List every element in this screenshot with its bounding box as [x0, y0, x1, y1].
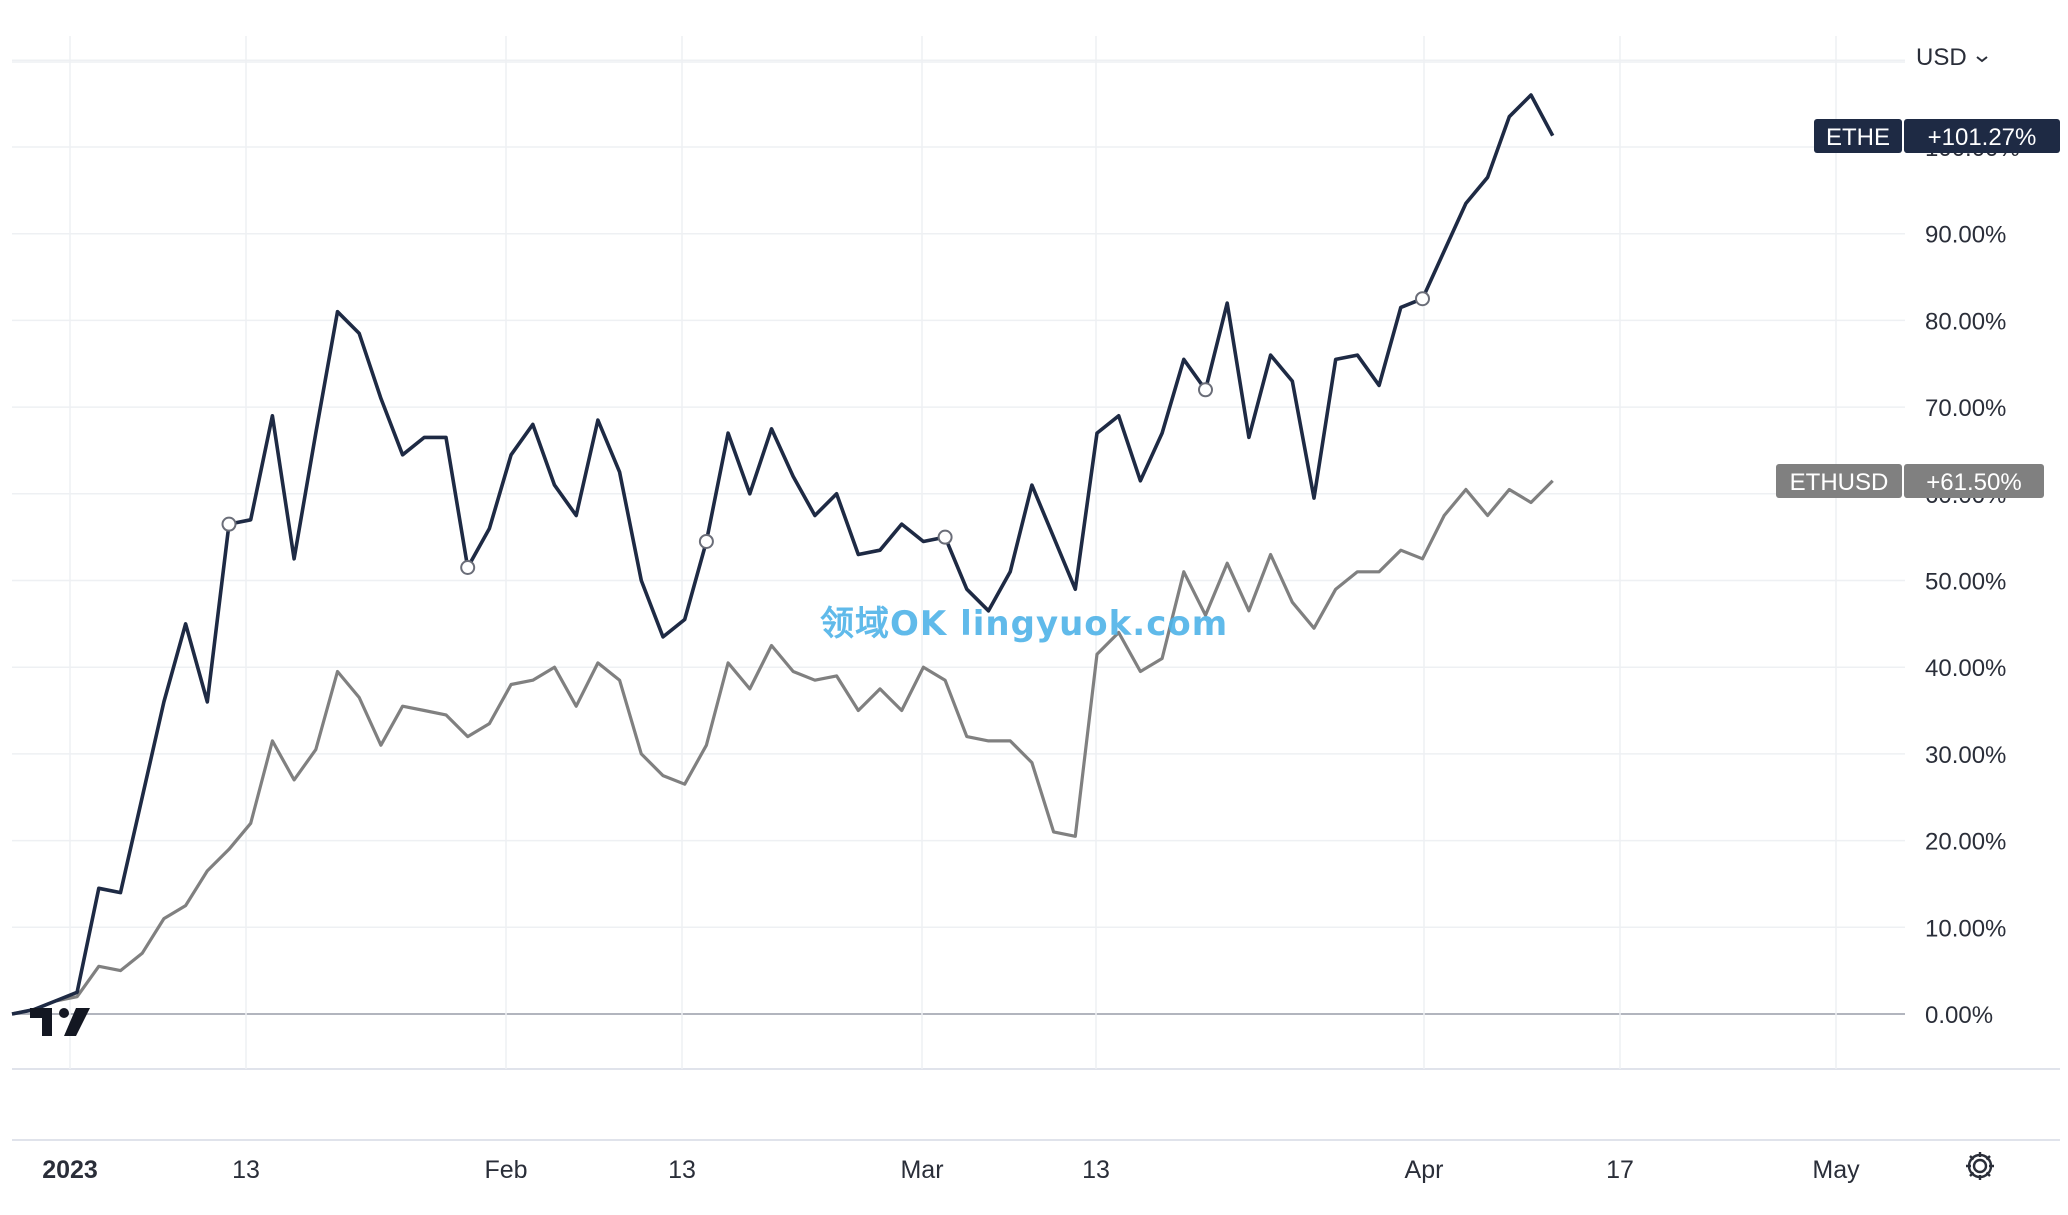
y-tick-label: 0.00%: [1925, 1002, 1993, 1029]
event-marker[interactable]: [698, 533, 714, 549]
badge-name: ETHUSD: [1790, 469, 1889, 496]
x-tick-label: 13: [668, 1156, 696, 1184]
event-marker[interactable]: [1198, 382, 1213, 398]
x-tick-label: Mar: [900, 1156, 943, 1184]
y-tick-label: 20.00%: [1925, 829, 2006, 856]
event-marker[interactable]: [1415, 291, 1430, 307]
x-axis-ticks: 2023 13 Feb 13 Mar 13 Apr 17 May: [42, 1156, 1860, 1184]
x-tick-label: Feb: [484, 1156, 527, 1184]
x-tick-label: 13: [1082, 1156, 1110, 1184]
badge-value-box: [1904, 464, 2044, 498]
series-badges: ETHE +101.27% ETHUSD +61.50%: [1776, 119, 2060, 498]
grid-lines: [12, 36, 2060, 1141]
badge-name: ETHE: [1826, 124, 1890, 151]
currency-selector[interactable]: USD: [1916, 44, 1989, 72]
y-axis-ticks: 0.00%10.00%20.00%30.00%40.00%50.00%60.00…: [1925, 135, 2020, 1029]
event-marker[interactable]: [937, 529, 953, 545]
badge-ethusd: ETHUSD +61.50%: [1776, 464, 2044, 498]
chevron-down-icon: [1976, 55, 1988, 62]
y-tick-label: 10.00%: [1925, 915, 2006, 942]
watermark: 领域OK lingyuok.com: [820, 604, 1229, 644]
badge-name-box: [1814, 119, 1902, 153]
currency-label: USD: [1916, 44, 1967, 71]
badge-value: +101.27%: [1928, 124, 2037, 151]
x-tick-label: 17: [1606, 1156, 1634, 1184]
series-line-ethusd: [11, 479, 1554, 1016]
x-tick-label: May: [1812, 1156, 1860, 1184]
x-tick-label: 2023: [42, 1156, 98, 1184]
y-tick-label: 40.00%: [1925, 655, 2006, 682]
x-tick-label: Apr: [1405, 1156, 1444, 1184]
event-marker[interactable]: [460, 559, 476, 575]
badge-name-box: [1776, 464, 1902, 498]
series-markers: [221, 291, 1430, 575]
series-line-ethe: [11, 93, 1555, 1016]
tradingview-logo-icon: [30, 1008, 90, 1036]
y-tick-label: 70.00%: [1925, 395, 2006, 422]
y-tick-label: 50.00%: [1925, 569, 2006, 596]
badge-value-box: [1904, 119, 2060, 153]
x-tick-label: 13: [232, 1156, 260, 1184]
gear-icon[interactable]: [1962, 1148, 1998, 1184]
badge-value: +61.50%: [1926, 469, 2021, 496]
series-lines: [11, 93, 1555, 1016]
event-marker[interactable]: [221, 516, 237, 532]
y-tick-label: 30.00%: [1925, 742, 2006, 769]
badge-ethe: ETHE +101.27%: [1814, 119, 2060, 153]
y-tick-label: 80.00%: [1925, 308, 2006, 335]
y-tick-label: 90.00%: [1925, 222, 2006, 249]
